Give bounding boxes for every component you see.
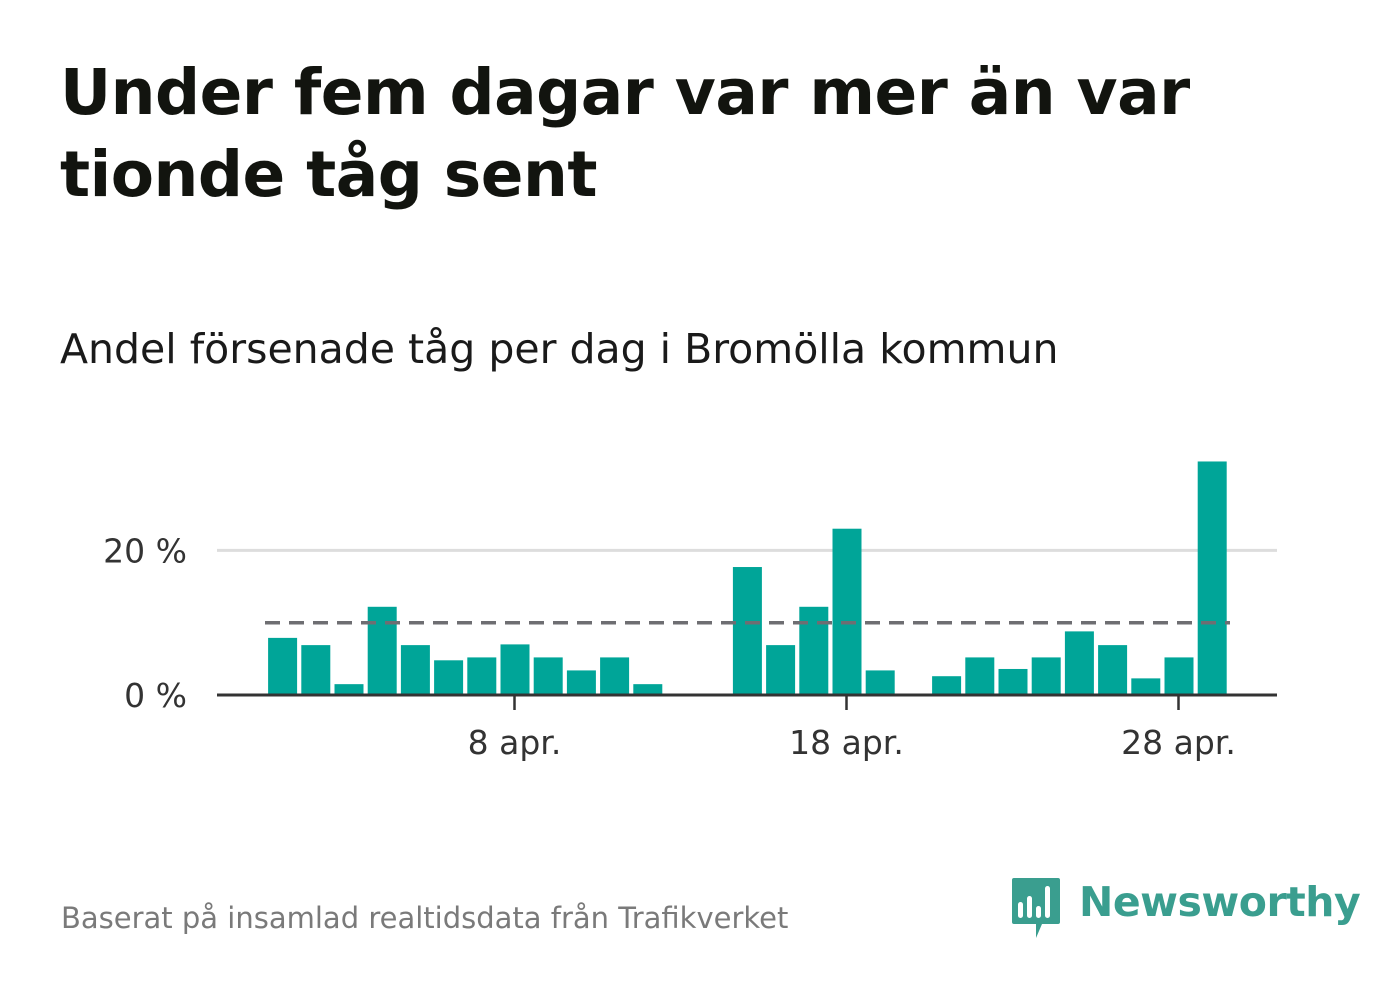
brand-name: Newsworthy xyxy=(1079,878,1361,926)
bar xyxy=(434,660,464,695)
bar xyxy=(998,668,1028,695)
bar xyxy=(500,644,530,695)
bar xyxy=(533,657,563,695)
bar xyxy=(1164,657,1194,695)
newsworthy-logo-icon xyxy=(1012,878,1060,938)
bar xyxy=(865,670,895,695)
bar-chart: 0 % 20 % 8 apr. 18 apr. 28 apr. xyxy=(103,461,1277,762)
bar xyxy=(799,606,829,695)
bar xyxy=(832,528,862,695)
bar xyxy=(766,645,796,695)
bar xyxy=(1064,631,1094,695)
bar xyxy=(732,567,762,695)
chart-title: Under fem dagar var mer än var tionde tå… xyxy=(60,56,1190,211)
bar xyxy=(334,684,364,695)
bar xyxy=(367,606,397,695)
x-tick-label: 28 apr. xyxy=(1121,723,1236,762)
bar xyxy=(1197,461,1227,695)
bar xyxy=(301,645,331,695)
bar xyxy=(1031,657,1061,695)
bar xyxy=(633,684,663,695)
bar xyxy=(566,670,596,695)
bar xyxy=(600,657,630,695)
x-tick-label: 18 apr. xyxy=(789,723,904,762)
bar xyxy=(400,645,430,695)
bar xyxy=(1098,645,1128,695)
bar xyxy=(467,657,497,695)
source-note: Baserat på insamlad realtidsdata från Tr… xyxy=(61,901,789,935)
bar xyxy=(965,657,995,695)
chart-subtitle: Andel försenade tåg per dag i Bromölla k… xyxy=(60,325,1059,373)
y-tick-label: 20 % xyxy=(103,531,187,570)
bar xyxy=(268,637,298,695)
bar xyxy=(1131,678,1161,695)
bar xyxy=(932,676,962,695)
x-tick-label: 8 apr. xyxy=(468,723,562,762)
y-tick-label: 0 % xyxy=(124,676,187,715)
